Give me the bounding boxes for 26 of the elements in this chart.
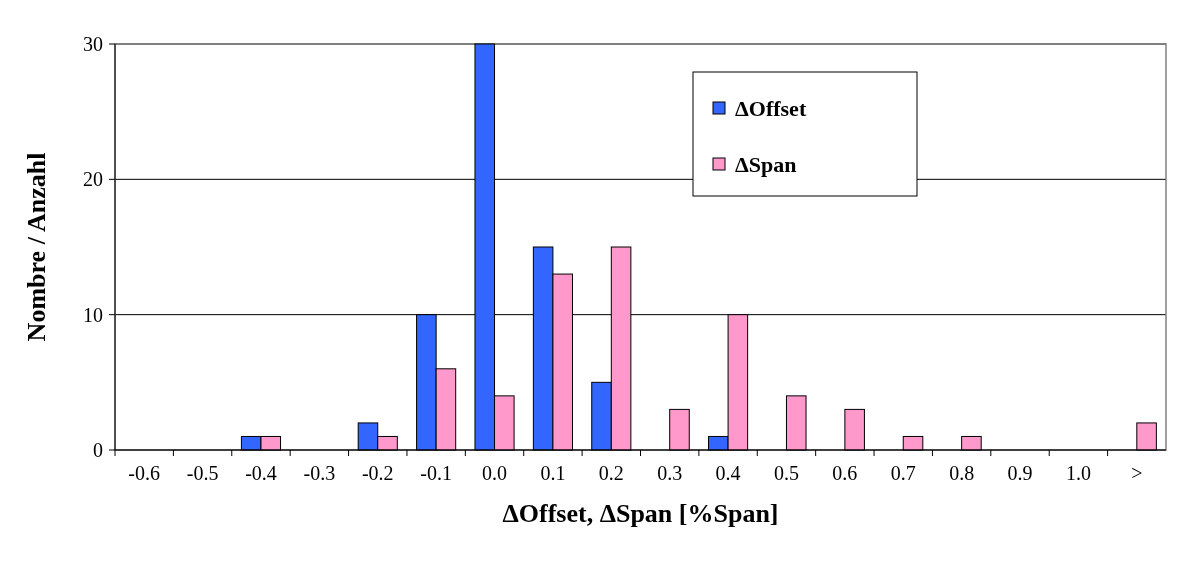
y-tick-label: 0 bbox=[93, 439, 103, 461]
x-tick-label: -0.2 bbox=[361, 462, 394, 484]
legend-label: ΔOffset bbox=[735, 95, 807, 121]
x-tick-label: 0.9 bbox=[1007, 462, 1033, 484]
y-axis-title: Nombre / Anzahl bbox=[22, 152, 51, 342]
x-tick-label: 0.0 bbox=[482, 462, 508, 484]
x-tick-label: -0.4 bbox=[245, 462, 277, 484]
x-tick-label: 0.5 bbox=[773, 462, 799, 484]
x-tick-label: 0.1 bbox=[540, 462, 566, 484]
x-tick-label: 0.7 bbox=[890, 462, 916, 484]
x-tick-label: -0.1 bbox=[420, 462, 452, 484]
x-tick-label: -0.5 bbox=[186, 462, 219, 484]
y-tick-label: 20 bbox=[83, 168, 103, 191]
y-tick-label: 30 bbox=[83, 33, 103, 55]
x-tick-label: 0.2 bbox=[598, 462, 624, 484]
x-tick-label: 0.6 bbox=[832, 462, 858, 484]
y-tick-label: 10 bbox=[83, 303, 103, 326]
x-tick-label: > bbox=[1131, 462, 1143, 484]
x-tick-label: 0.8 bbox=[949, 462, 975, 484]
x-tick-label: -0.6 bbox=[128, 462, 161, 484]
x-tick-label: -0.3 bbox=[303, 462, 336, 484]
x-axis-title: ΔOffset, ΔSpan [%Span] bbox=[502, 499, 779, 528]
x-tick-label: 1.0 bbox=[1065, 462, 1091, 484]
x-tick-label: 0.4 bbox=[715, 462, 741, 484]
legend-label: ΔSpan bbox=[735, 151, 797, 177]
x-tick-label: 0.3 bbox=[657, 462, 683, 484]
